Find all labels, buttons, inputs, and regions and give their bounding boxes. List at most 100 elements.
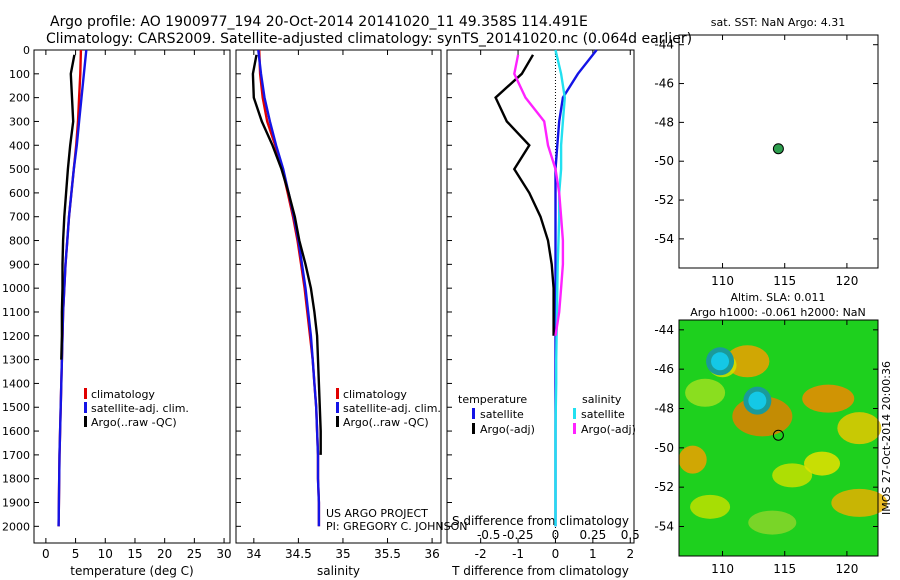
sla-map-title: Altim. SLA: 0.011	[730, 291, 825, 304]
s-diff-tick-label: -0.5	[477, 528, 500, 542]
x-tick-label: 30	[216, 547, 231, 561]
x-tick-label: 120	[835, 274, 858, 288]
sla-anomaly-blob	[837, 412, 882, 445]
legend-title: temperature	[458, 393, 527, 406]
s-diff-tick-label: 0.25	[580, 528, 607, 542]
sla-anomaly-blob	[831, 488, 888, 517]
legend-label: satellite-adj. clim.	[343, 402, 441, 415]
legend-swatch	[336, 388, 339, 399]
sla-map-subtitle: Argo h1000: -0.061 h2000: NaN	[690, 306, 866, 319]
series-line-argo-raw-qc-	[60, 54, 76, 360]
y-tick-label: -44	[654, 323, 674, 337]
y-tick-label: -52	[654, 480, 674, 494]
x-tick-label: 0	[42, 547, 50, 561]
s-axis-label: S difference from climatology	[452, 514, 629, 528]
sla-anomaly-blob	[725, 345, 770, 378]
y-tick-label: 1400	[2, 377, 30, 390]
y-tick-label: -46	[654, 77, 674, 91]
legend-swatch	[84, 388, 87, 399]
sla-low-core	[748, 391, 767, 410]
x-tick-label: -2	[475, 547, 487, 561]
pi-annotation: US ARGO PROJECT	[326, 507, 428, 520]
series-line-satellite-adj-clim-	[57, 49, 88, 527]
y-tick-label: 1900	[2, 497, 30, 510]
argo-float-position	[772, 143, 784, 155]
x-tick-label: 115	[773, 562, 796, 576]
legend-label: satellite-adj. clim.	[91, 402, 189, 415]
x-tick-label: 110	[711, 562, 734, 576]
figure-title-line2: Climatology: CARS2009. Satellite-adjuste…	[46, 31, 693, 47]
x-tick-label: 36	[424, 547, 439, 561]
sla-anomaly-blob	[772, 463, 813, 488]
series-line-satellite	[554, 49, 567, 527]
sla-anomaly-blob	[678, 445, 707, 474]
y-tick-label: 200	[9, 92, 30, 105]
argo-float-position	[772, 429, 784, 441]
x-tick-label: -1	[512, 547, 524, 561]
y-tick-label: -46	[654, 362, 674, 376]
y-tick-label: -44	[654, 38, 674, 52]
y-tick-label: -50	[654, 441, 674, 455]
legend-label: climatology	[91, 388, 155, 401]
x-tick-label: 1	[589, 547, 597, 561]
legend-swatch	[84, 416, 87, 427]
sla-anomaly-blob	[804, 451, 841, 476]
plot-frame-salinity	[235, 49, 442, 544]
legend-label: Argo(..raw -QC)	[91, 416, 177, 429]
s-diff-tick-label: 0	[552, 528, 560, 542]
y-tick-label: 1200	[2, 330, 30, 343]
legend-label: Argo(-adj)	[581, 423, 636, 436]
y-tick-label: 300	[9, 115, 30, 128]
plot-frame-difference	[446, 49, 635, 544]
x-tick-label: 0	[552, 547, 560, 561]
legend-swatch	[573, 408, 576, 419]
y-tick-label: 600	[9, 187, 30, 200]
pi-annotation: PI: GREGORY C. JOHNSON	[326, 520, 467, 533]
x-tick-label: 35.5	[374, 547, 401, 561]
y-tick-label: 700	[9, 211, 30, 224]
x-tick-label: 2	[626, 547, 634, 561]
y-tick-label: 2000	[2, 520, 30, 533]
s-diff-tick-label: -0.25	[503, 528, 534, 542]
legend-label: Argo(-adj)	[480, 423, 535, 436]
x-tick-label: 35	[335, 547, 350, 561]
legend-label: Argo(..raw -QC)	[343, 416, 429, 429]
legend-swatch	[472, 423, 475, 434]
series-line-argo-raw-qc-	[251, 54, 322, 455]
y-tick-label: -50	[654, 154, 674, 168]
y-tick-label: 900	[9, 258, 30, 271]
series-line-argo-adj-	[513, 54, 565, 336]
legend-swatch	[336, 402, 339, 413]
x-tick-label: 20	[157, 547, 172, 561]
y-tick-label: 1700	[2, 449, 30, 462]
y-tick-label: 500	[9, 163, 30, 176]
y-tick-label: -48	[654, 115, 674, 129]
y-tick-label: 100	[9, 68, 30, 81]
x-tick-label: 10	[98, 547, 113, 561]
y-tick-label: -54	[654, 520, 674, 534]
x-axis-label: temperature (deg C)	[70, 564, 193, 578]
x-axis-label: salinity	[317, 564, 360, 578]
y-tick-label: 1000	[2, 282, 30, 295]
y-tick-label: 1800	[2, 473, 30, 486]
x-tick-label: 34.5	[285, 547, 312, 561]
y-tick-label: 1100	[2, 306, 30, 319]
y-tick-label: -54	[654, 232, 674, 246]
sla-map-side-label: IMOS 27-Oct-2014 20:00:36	[880, 361, 893, 515]
y-tick-label: 800	[9, 235, 30, 248]
x-tick-label: 115	[773, 274, 796, 288]
sla-anomaly-blob	[690, 494, 731, 519]
legend-swatch	[336, 416, 339, 427]
legend-label: satellite	[480, 408, 524, 421]
legend-swatch	[84, 402, 87, 413]
y-tick-label: -52	[654, 193, 674, 207]
y-tick-label: 400	[9, 139, 30, 152]
plot-frame-temperature	[33, 49, 231, 544]
legend-title: salinity	[582, 393, 622, 406]
sla-anomaly-blob	[685, 378, 726, 407]
legend-swatch	[573, 423, 576, 434]
series-line-argo-adj-	[494, 54, 555, 336]
x-tick-label: 25	[187, 547, 202, 561]
y-tick-label: -48	[654, 402, 674, 416]
